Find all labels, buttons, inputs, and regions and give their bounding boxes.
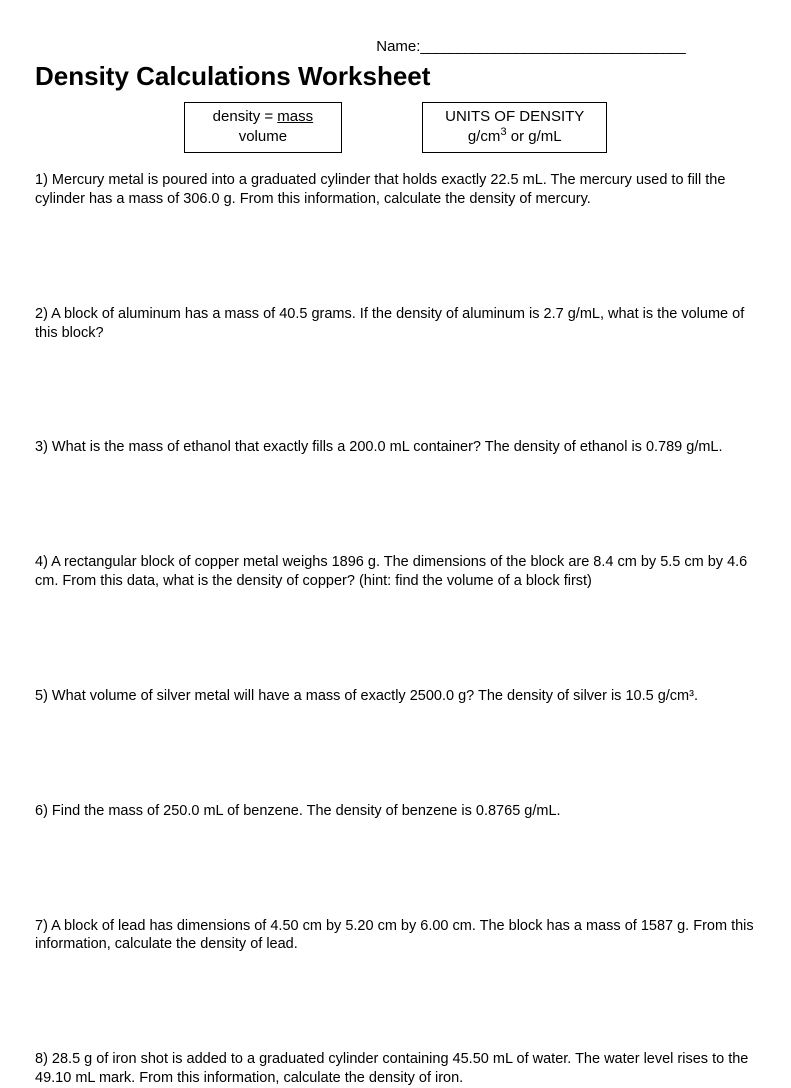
question-8: 8) 28.5 g of iron shot is added to a gra… bbox=[35, 1050, 756, 1088]
formula-box: density = mass volume bbox=[184, 102, 342, 153]
question-5: 5) What volume of silver metal will have… bbox=[35, 687, 756, 706]
units-title: UNITS OF DENSITY bbox=[445, 107, 584, 127]
name-field-row: Name:___________________________________… bbox=[305, 38, 756, 55]
question-3: 3) What is the mass of ethanol that exac… bbox=[35, 438, 756, 457]
question-1: 1) Mercury metal is poured into a gradua… bbox=[35, 171, 756, 209]
units-content: g/cm3 or g/mL bbox=[445, 127, 584, 147]
formula-prefix: density = bbox=[213, 108, 278, 125]
formula-numerator: mass bbox=[277, 108, 313, 125]
question-6: 6) Find the mass of 250.0 mL of benzene.… bbox=[35, 802, 756, 821]
question-4: 4) A rectangular block of copper metal w… bbox=[35, 553, 756, 591]
formula-denominator: volume bbox=[213, 127, 313, 147]
page-title: Density Calculations Worksheet bbox=[35, 61, 756, 92]
name-label: Name: bbox=[376, 38, 420, 55]
name-underline: ____________________________________ bbox=[420, 38, 684, 55]
units-prefix: g/cm bbox=[468, 128, 501, 145]
question-7: 7) A block of lead has dimensions of 4.5… bbox=[35, 917, 756, 955]
info-boxes-row: density = mass volume UNITS OF DENSITY g… bbox=[35, 102, 756, 153]
question-2: 2) A block of aluminum has a mass of 40.… bbox=[35, 305, 756, 343]
units-box: UNITS OF DENSITY g/cm3 or g/mL bbox=[422, 102, 607, 153]
formula-line-1: density = mass bbox=[213, 107, 313, 127]
units-suffix: or g/mL bbox=[507, 128, 562, 145]
